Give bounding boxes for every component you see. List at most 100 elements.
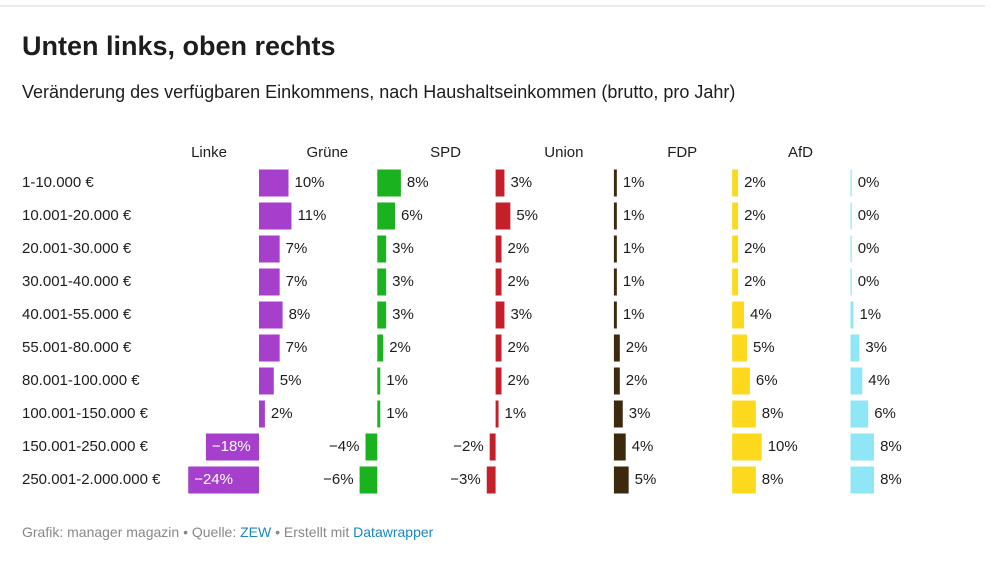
separator: • — [183, 524, 188, 540]
value-label: 2% — [744, 207, 766, 224]
value-label: 8% — [762, 471, 784, 488]
value-label: 3% — [629, 405, 651, 422]
value-label: 2% — [271, 405, 293, 422]
bar — [495, 202, 511, 230]
bar — [613, 334, 620, 362]
bar — [259, 367, 274, 395]
value-label: 2% — [508, 273, 530, 290]
source-link[interactable]: ZEW — [240, 524, 272, 540]
value-label: −24% — [194, 471, 233, 488]
value-label: 3% — [510, 306, 532, 323]
value-label: 11% — [297, 207, 326, 224]
column-header: FDP — [667, 144, 697, 161]
bar — [613, 301, 617, 329]
column-header: Union — [544, 144, 583, 161]
value-label: 1% — [386, 405, 408, 422]
bar — [613, 202, 617, 230]
bar — [205, 433, 259, 461]
footer: Grafik: manager magazin • Quelle: ZEW • … — [22, 524, 434, 540]
bar — [850, 466, 875, 494]
value-label: 1% — [505, 405, 527, 422]
bar — [359, 466, 378, 494]
bar — [489, 433, 496, 461]
value-label: 0% — [858, 240, 880, 257]
value-label: 8% — [880, 438, 902, 455]
value-label: 10% — [295, 174, 325, 191]
value-label: 0% — [858, 174, 880, 191]
value-label: −2% — [453, 438, 483, 455]
bar — [377, 202, 395, 230]
bar — [377, 235, 387, 263]
bar — [732, 235, 739, 263]
column-header: AfD — [788, 144, 813, 161]
bar — [259, 301, 283, 329]
bar — [377, 400, 381, 428]
bar — [613, 235, 617, 263]
bar — [188, 466, 259, 494]
bar — [495, 334, 502, 362]
row-label: 150.001-250.000 € — [22, 438, 149, 455]
value-label: 8% — [289, 306, 311, 323]
bar — [850, 169, 852, 197]
row-label: 1-10.000 € — [22, 174, 94, 191]
value-label: 0% — [858, 207, 880, 224]
bar — [732, 334, 747, 362]
value-label: 3% — [392, 273, 414, 290]
bar — [613, 400, 623, 428]
value-label: 3% — [510, 174, 532, 191]
bar — [495, 400, 499, 428]
credit: Grafik: manager magazin — [22, 524, 179, 540]
bar — [495, 235, 502, 263]
bar — [495, 367, 502, 395]
value-label: 0% — [858, 273, 880, 290]
value-label: 2% — [744, 273, 766, 290]
value-label: 6% — [401, 207, 423, 224]
bar — [613, 169, 617, 197]
value-label: 2% — [508, 240, 530, 257]
value-label: 2% — [744, 240, 766, 257]
bar — [377, 268, 387, 296]
value-label: 1% — [859, 306, 881, 323]
value-label: 5% — [753, 339, 775, 356]
bar — [850, 235, 852, 263]
bar — [259, 202, 292, 230]
value-label: 6% — [874, 405, 896, 422]
bar — [732, 367, 750, 395]
tool-link[interactable]: Datawrapper — [353, 524, 433, 540]
value-label: 7% — [286, 339, 308, 356]
value-label: 10% — [768, 438, 798, 455]
column-header: SPD — [430, 144, 461, 161]
value-label: 1% — [386, 372, 408, 389]
bar — [732, 433, 762, 461]
value-label: 4% — [750, 306, 772, 323]
value-label: 4% — [632, 438, 654, 455]
value-label: 2% — [389, 339, 411, 356]
row-label: 40.001-55.000 € — [22, 306, 132, 323]
value-label: 1% — [623, 174, 645, 191]
row-label: 80.001-100.000 € — [22, 372, 140, 389]
bar — [377, 367, 381, 395]
value-label: −4% — [329, 438, 359, 455]
source-label: Quelle: — [192, 524, 236, 540]
value-label: 5% — [635, 471, 657, 488]
row-label: 20.001-30.000 € — [22, 240, 132, 257]
value-label: 1% — [623, 306, 645, 323]
bar — [732, 268, 739, 296]
row-label: 10.001-20.000 € — [22, 207, 132, 224]
value-label: 8% — [762, 405, 784, 422]
bar — [259, 400, 265, 428]
bar — [850, 400, 869, 428]
value-label: 3% — [392, 240, 414, 257]
bar — [377, 301, 387, 329]
row-label: 55.001-80.000 € — [22, 339, 132, 356]
bar — [377, 334, 384, 362]
bar — [259, 235, 280, 263]
bar — [613, 367, 620, 395]
bar — [495, 268, 502, 296]
chart-subtitle: Veränderung des verfügbaren Einkommens, … — [22, 82, 735, 102]
bar — [613, 268, 617, 296]
value-label: 7% — [286, 240, 308, 257]
bar — [365, 433, 378, 461]
bar — [850, 433, 875, 461]
